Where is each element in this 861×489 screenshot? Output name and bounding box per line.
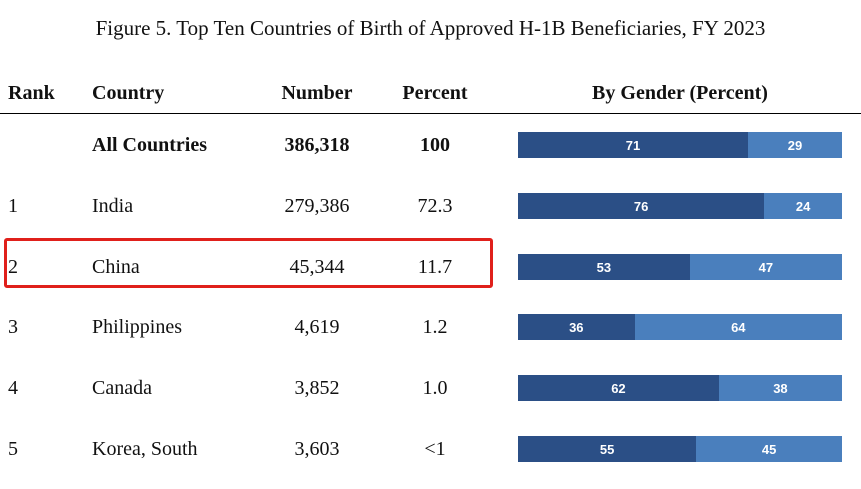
percent-cell: <1 — [424, 438, 446, 460]
gender-bar-label: 24 — [795, 198, 811, 214]
gender-bar-label: 47 — [758, 259, 774, 275]
rank-cell: 3 — [8, 316, 18, 338]
gender-bar: 62 38 — [518, 375, 842, 401]
rank-cell: 4 — [8, 377, 18, 399]
gender-bar-female-segment: 29 — [748, 132, 842, 158]
gender-bar-label: 53 — [596, 259, 612, 275]
gender-bar-male-segment: 36 — [518, 314, 635, 340]
figure-title: Figure 5. Top Ten Countries of Birth of … — [95, 16, 766, 40]
gender-bar-male-segment: 62 — [518, 375, 719, 401]
gender-bar-label: 71 — [625, 137, 641, 153]
gender-bar-female-segment: 64 — [634, 314, 842, 340]
country-cell: Philippines — [92, 316, 183, 338]
country-cell: All Countries — [92, 134, 207, 156]
gender-bar-female-segment: 38 — [718, 375, 842, 401]
header-divider — [0, 113, 861, 114]
gender-bar-label: 38 — [773, 380, 788, 396]
percent-cell: 1.2 — [422, 316, 448, 338]
gender-bar-female-segment: 24 — [764, 193, 842, 219]
gender-bar: 36 64 — [518, 314, 842, 340]
gender-bar-label: 64 — [731, 319, 746, 335]
gender-bar-female-segment: 47 — [689, 254, 842, 280]
gender-bar-label: 62 — [611, 380, 626, 396]
gender-bar-male-segment: 53 — [518, 254, 690, 280]
gender-bar: 76 24 — [518, 193, 842, 219]
number-cell: 45,344 — [289, 256, 345, 278]
percent-cell: 1.0 — [422, 377, 448, 399]
gender-bar: 71 29 — [518, 132, 842, 158]
country-cell: Canada — [92, 377, 152, 399]
number-cell: 4,619 — [294, 316, 340, 338]
gender-bar-label: 36 — [569, 319, 584, 335]
gender-bar-female-segment: 45 — [696, 436, 842, 462]
rank-cell: 2 — [8, 256, 18, 278]
percent-cell: 11.7 — [417, 256, 453, 278]
number-cell: 386,318 — [284, 134, 350, 156]
gender-bar-label: 29 — [787, 137, 803, 153]
gender-bar-male-segment: 76 — [518, 193, 765, 219]
highlight-box-china — [4, 238, 493, 288]
gender-bar-label: 76 — [633, 198, 649, 214]
number-cell: 279,386 — [284, 195, 350, 217]
country-cell: Korea, South — [92, 438, 198, 460]
country-cell: China — [92, 256, 140, 278]
gender-bar-label: 45 — [761, 441, 777, 457]
header-rank: Rank — [8, 82, 55, 104]
gender-bar-male-segment: 55 — [518, 436, 697, 462]
rank-cell: 5 — [8, 438, 18, 460]
gender-bar: 53 47 — [518, 254, 842, 280]
number-cell: 3,852 — [294, 377, 340, 399]
header-country: Country — [92, 82, 165, 104]
header-number: Number — [281, 82, 353, 104]
country-cell: India — [92, 195, 134, 217]
number-cell: 3,603 — [294, 438, 340, 460]
percent-cell: 72.3 — [417, 195, 453, 217]
gender-bar-label: 55 — [599, 441, 615, 457]
rank-cell: 1 — [8, 195, 18, 217]
header-gender: By Gender (Percent) — [592, 82, 768, 104]
percent-cell: 100 — [420, 134, 450, 156]
header-percent: Percent — [402, 82, 468, 104]
gender-bar: 55 45 — [518, 436, 842, 462]
gender-bar-male-segment: 71 — [518, 132, 749, 158]
